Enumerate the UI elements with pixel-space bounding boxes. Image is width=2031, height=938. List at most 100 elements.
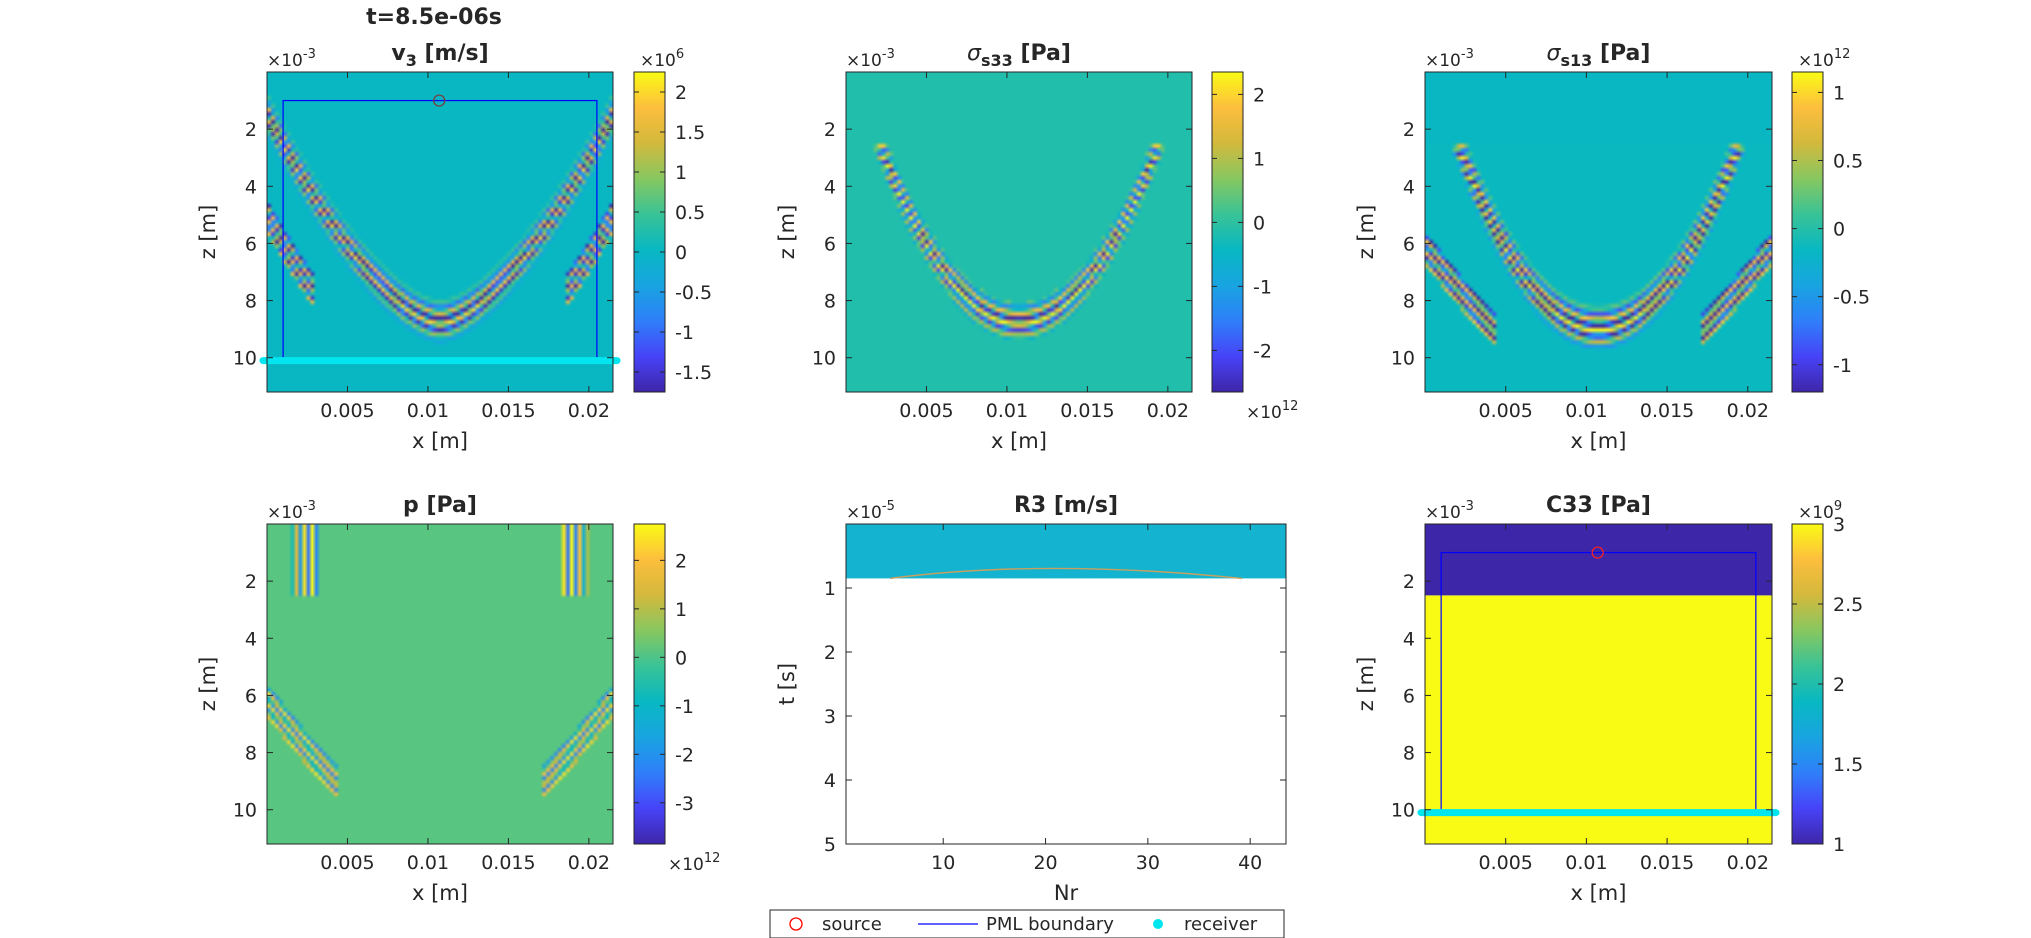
colorbar-tick-label: 1 <box>675 599 687 621</box>
y-tick-label: 10 <box>1391 800 1415 822</box>
colorbar-tick-label: -1 <box>1833 355 1852 377</box>
x-tick-label: 0.005 <box>1478 400 1532 422</box>
c33-layer-2 <box>1425 595 1772 844</box>
colorbar-tick-label: -0.5 <box>675 282 712 304</box>
colorbar: 2 1 0 -1 -2 ×1012 <box>1211 71 1298 423</box>
colorbar-gradient <box>633 71 666 393</box>
colorbar-multiplier: ×1012 <box>1246 399 1298 423</box>
subplot-title: σs33 [Pa] <box>967 41 1071 70</box>
axes-box <box>266 71 614 393</box>
heatmap-image <box>267 72 613 392</box>
x-axis-label: x [m] <box>1571 881 1627 905</box>
colorbar-multiplier: ×1012 <box>1798 47 1850 71</box>
subplot-title: p [Pa] <box>403 493 477 518</box>
y-tick-label: 4 <box>1403 628 1415 650</box>
x-axis-label: x [m] <box>412 429 468 453</box>
source-marker <box>1591 546 1604 559</box>
y-axis-multiplier: ×10-5 <box>846 499 895 523</box>
legend-receiver-icon <box>1153 919 1163 929</box>
x-tick-label: 0.01 <box>407 852 449 874</box>
colorbar-tick-label: -2 <box>675 744 694 766</box>
legend-label: source <box>822 914 882 935</box>
x-tick-label: 0.01 <box>1565 400 1607 422</box>
y-axis-label: z [m] <box>196 657 220 712</box>
colorbar-tick-label: 0 <box>1253 212 1265 234</box>
colorbar-tick-label: 2 <box>675 550 687 572</box>
x-tick-label: 0.02 <box>568 852 610 874</box>
colorbar-tick-label: 1 <box>1253 148 1265 170</box>
colorbar-tick-label: -1.5 <box>675 362 712 384</box>
colorbar-tick-label: -3 <box>675 793 694 815</box>
y-tick-label: 2 <box>1403 571 1415 593</box>
colorbar-gradient <box>1211 71 1244 393</box>
subplot-title: σs13 [Pa] <box>1547 41 1651 70</box>
heatmap-image <box>267 524 613 844</box>
colorbar-tick-label: 1.5 <box>1833 754 1863 776</box>
figure-time-title: t=8.5e-06s <box>366 5 502 30</box>
axes-box <box>1424 523 1773 845</box>
colorbar-tick-label: 0.5 <box>675 202 705 224</box>
colorbar-tick-label: -0.5 <box>1833 287 1870 309</box>
x-tick-label: 0.01 <box>1565 852 1607 874</box>
y-tick-label: 5 <box>824 834 836 856</box>
y-tick-label: 2 <box>824 642 836 664</box>
x-tick-label: 0.015 <box>481 400 535 422</box>
source-marker <box>433 94 446 107</box>
heatmap-image <box>846 72 1192 392</box>
x-axis-label: Nr <box>1054 881 1079 905</box>
colorbar-tick-label: -1 <box>675 322 694 344</box>
colorbar-gradient <box>633 523 666 845</box>
colorbar-tick-label: 1 <box>1833 82 1845 104</box>
colorbar-tick-label: 0 <box>675 242 687 264</box>
y-axis-multiplier: ×10-3 <box>1425 499 1474 523</box>
y-tick-label: 6 <box>245 685 257 707</box>
x-tick-label: 0.005 <box>320 400 374 422</box>
colorbar-tick-label: 2 <box>1833 674 1845 696</box>
y-tick-label: 6 <box>1403 233 1415 255</box>
x-axis-label: x [m] <box>1571 429 1627 453</box>
y-tick-label: 10 <box>1391 348 1415 370</box>
y-tick-label: 8 <box>1403 291 1415 313</box>
axes-box <box>266 523 614 845</box>
y-tick-label: 10 <box>812 348 836 370</box>
y-axis-multiplier: ×10-3 <box>267 499 316 523</box>
y-tick-label: 6 <box>245 233 257 255</box>
y-tick-label: 4 <box>1403 176 1415 198</box>
subplot-title: C33 [Pa] <box>1546 493 1651 518</box>
subplot-title: v3 [m/s] <box>391 41 488 70</box>
colorbar-tick-label: 1 <box>1833 834 1845 856</box>
x-tick-label: 0.005 <box>1478 852 1532 874</box>
r3-recorded-band <box>846 524 1286 579</box>
colorbar-multiplier: ×1012 <box>668 851 720 875</box>
y-axis-label: z [m] <box>1354 657 1378 712</box>
x-tick-label: 0.005 <box>320 852 374 874</box>
colorbar: 2 1.5 1 0.5 0 -0.5 -1 -1.5 ×106 <box>633 47 712 393</box>
x-tick-label: 0.02 <box>1727 400 1769 422</box>
colorbar-multiplier: ×106 <box>640 47 684 71</box>
x-tick-label: 40 <box>1238 852 1262 874</box>
y-axis-label: z [m] <box>196 205 220 260</box>
colorbar-tick-label: 2 <box>675 82 687 104</box>
colorbar-tick-label: 0.5 <box>1833 151 1863 173</box>
y-tick-label: 4 <box>824 176 836 198</box>
x-tick-label: 0.005 <box>899 400 953 422</box>
x-tick-label: 30 <box>1136 852 1160 874</box>
r3-arrival-curve <box>889 567 1243 580</box>
y-tick-label: 4 <box>245 176 257 198</box>
legend: source PML boundary receiver <box>769 909 1285 938</box>
colorbar-tick-label: 3 <box>1833 514 1845 536</box>
heatmap-image <box>1425 72 1772 392</box>
y-tick-label: 3 <box>824 706 836 728</box>
axes-box <box>1424 71 1773 393</box>
y-tick-label: 4 <box>245 628 257 650</box>
colorbar-tick-label: 2 <box>1253 84 1265 106</box>
x-tick-label: 0.015 <box>1640 400 1694 422</box>
x-tick-label: 20 <box>1033 852 1057 874</box>
y-tick-label: 10 <box>233 800 257 822</box>
colorbar: 32.521.51×109 <box>1791 499 1863 856</box>
c33-layer-1 <box>1425 524 1772 596</box>
colorbar-tick-label: 1 <box>675 162 687 184</box>
